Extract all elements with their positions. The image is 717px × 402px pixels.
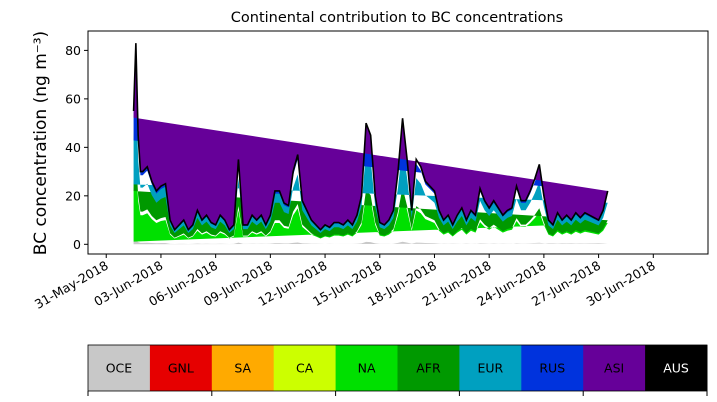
legend-label-sa: SA [234,361,251,376]
legend-label-oce: OCE [106,361,133,376]
y-tick-label: 20 [65,188,81,203]
area-series-oce [133,240,608,245]
legend-swatch-oce [88,345,151,391]
legend-swatch-rus [521,345,584,391]
legend-label-ca: CA [296,361,314,376]
legend-label-aus: AUS [663,361,689,376]
x-axis: 31-May-201803-Jun-201806-Jun-201809-Jun-… [32,254,658,312]
y-axis-label: BC concentration (ng m⁻³) [31,31,51,255]
legend-swatch-ca [273,345,337,391]
legend-swatch-asi [583,345,646,391]
legend-label-afr: AFR [416,361,441,376]
legend-swatch-afr [397,345,460,391]
plot-area [87,30,709,255]
region-colorbar-legend: OCE GNL SA CA NA AFR EUR RUS ASI AUS [87,344,708,396]
chart-title: Continental contribution to BC concentra… [231,10,563,26]
legend-swatch-aus [645,345,708,391]
legend-swatch-eur [459,345,522,391]
legend-label-asi: ASI [604,361,624,376]
y-axis: 0 20 40 60 80 [65,43,88,252]
plot-frame [87,30,709,255]
y-tick-label: 0 [73,237,81,252]
legend-label-na: NA [358,361,376,376]
legend-label-eur: EUR [477,361,503,376]
legend-swatch-sa [211,345,275,391]
legend-swatch-na [335,345,398,391]
legend-label-rus: RUS [539,361,565,376]
legend-label-gnl: GNL [168,361,194,376]
legend-frame [87,344,708,392]
total-line [132,43,609,232]
y-tick-label: 80 [65,43,81,58]
y-tick-label: 60 [65,91,81,106]
legend-swatch-gnl [149,345,213,391]
y-tick-label: 40 [65,140,81,155]
